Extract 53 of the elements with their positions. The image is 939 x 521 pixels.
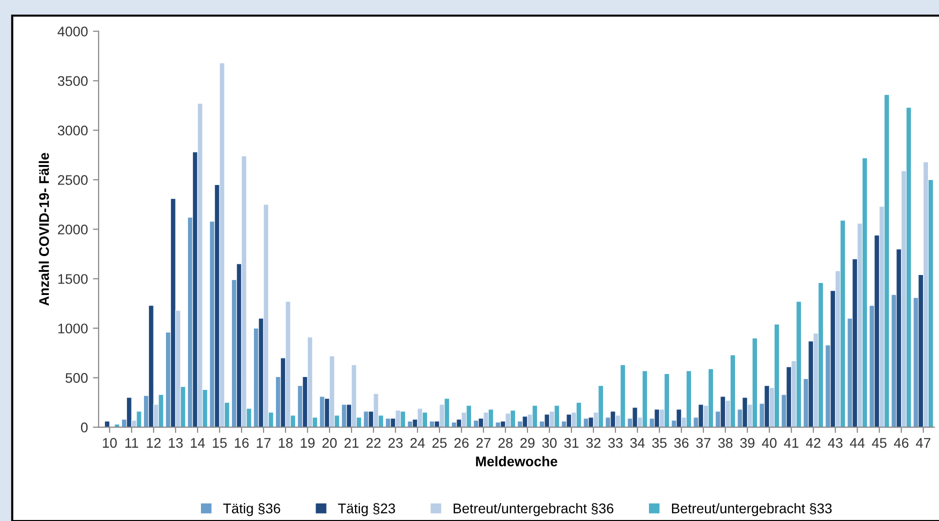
x-tick-label: 38 (718, 438, 732, 448)
x-tick-label: 31 (564, 438, 578, 448)
y-tick-label: 0 (80, 422, 88, 432)
x-tick-label: 19 (300, 438, 315, 448)
y-tick-label: 3500 (58, 76, 88, 86)
x-tick-label: 46 (894, 438, 908, 448)
y-tick-label: 2000 (58, 224, 88, 234)
x-tick-label: 11 (125, 438, 138, 448)
y-tick-label: 3000 (58, 126, 88, 136)
x-tick-label: 25 (432, 438, 447, 448)
y-tick-label: 2500 (58, 175, 88, 185)
y-tick-label: 1500 (58, 274, 88, 284)
legend-label: Betreut/untergebracht §33 (672, 503, 832, 516)
x-tick-label: 14 (190, 438, 205, 448)
x-tick-label: 21 (344, 438, 359, 448)
x-tick-label: 26 (454, 438, 469, 448)
x-axis-title: Meldewoche (476, 456, 558, 466)
x-tick-label: 17 (256, 438, 271, 448)
x-tick-label: 29 (520, 438, 535, 448)
x-tick-label: 47 (916, 438, 930, 448)
legend-label: Tätig §36 (223, 503, 280, 516)
x-tick-label: 32 (586, 438, 600, 448)
x-tick-label: 36 (674, 438, 689, 448)
x-tick-label: 30 (542, 438, 557, 448)
x-tick-label: 45 (872, 438, 886, 448)
x-tick-label: 28 (498, 438, 513, 448)
y-tick-label: 500 (66, 373, 88, 383)
x-tick-label: 13 (168, 438, 183, 448)
x-tick-label: 22 (366, 438, 381, 448)
y-tick-label: 1000 (58, 324, 88, 334)
x-tick-label: 16 (234, 438, 249, 448)
x-tick-label: 41 (784, 438, 798, 448)
x-tick-label: 37 (696, 438, 710, 448)
legend-label: Betreut/untergebracht §36 (454, 503, 614, 516)
x-tick-label: 34 (630, 438, 645, 448)
x-tick-label: 23 (388, 438, 403, 448)
x-tick-label: 18 (278, 438, 293, 448)
x-tick-label: 24 (410, 438, 425, 448)
x-tick-label: 42 (806, 438, 820, 448)
x-tick-label: 20 (322, 438, 337, 448)
legend-label: Tätig §23 (338, 503, 396, 516)
y-tick-label: 4000 (58, 26, 88, 36)
x-tick-label: 39 (740, 438, 754, 448)
y-axis-title: Anzahl COVID-19- Fälle (38, 152, 49, 306)
x-tick-label: 10 (102, 438, 117, 448)
x-tick-label: 27 (476, 438, 490, 448)
x-tick-label: 15 (212, 438, 227, 448)
x-tick-label: 12 (146, 438, 161, 448)
x-tick-label: 40 (762, 438, 777, 448)
x-tick-label: 35 (652, 438, 667, 448)
x-tick-label: 43 (828, 438, 842, 448)
x-tick-label: 44 (850, 438, 865, 448)
x-tick-label: 33 (608, 438, 623, 448)
